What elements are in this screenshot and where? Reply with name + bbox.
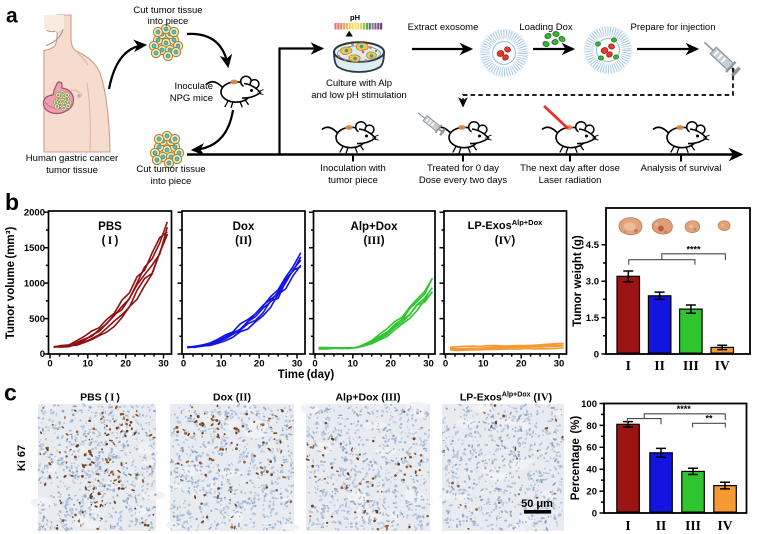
svg-text:Dose every two days: Dose every two days: [419, 175, 507, 186]
svg-text:Prepare for injection: Prepare for injection: [630, 22, 715, 33]
svg-text:Extract exosome: Extract exosome: [408, 22, 479, 33]
svg-text:II: II: [656, 518, 667, 533]
svg-text:(IV): (IV): [495, 235, 516, 247]
svg-text:30: 30: [423, 359, 434, 370]
svg-text:Dox (II): Dox (II): [213, 392, 251, 404]
svg-text:LP-ExosAlp+Dox (IV): LP-ExosAlp+Dox (IV): [460, 392, 552, 404]
svg-text:30: 30: [292, 359, 303, 370]
svg-text:0: 0: [181, 359, 186, 370]
svg-text:Human gastric cancer: Human gastric cancer: [26, 153, 118, 164]
svg-text:****: ****: [677, 404, 692, 414]
svg-text:pH: pH: [350, 13, 360, 22]
svg-text:(II): (II): [235, 235, 252, 247]
svg-text:Laser radiation: Laser radiation: [539, 175, 602, 186]
svg-text:0: 0: [47, 359, 52, 370]
svg-text:(III): (III): [363, 235, 384, 247]
svg-text:IV: IV: [717, 518, 732, 533]
svg-text:**: **: [705, 414, 713, 424]
svg-text:0: 0: [592, 508, 597, 519]
svg-text:IV: IV: [715, 358, 730, 373]
svg-text:into piece: into piece: [151, 176, 192, 187]
svg-text:40: 40: [586, 465, 597, 476]
svg-text:and low pH stimulation: and low pH stimulation: [311, 90, 407, 101]
svg-text:Time (day): Time (day): [278, 369, 335, 381]
svg-text:NPG mice: NPG mice: [170, 93, 213, 104]
svg-text:Treated for 0 day: Treated for 0 day: [427, 163, 499, 174]
svg-text:Alp+Dox (III): Alp+Dox (III): [335, 392, 400, 404]
svg-text:Inoculate: Inoculate: [174, 81, 213, 92]
svg-text:Percentage (%): Percentage (%): [570, 416, 582, 501]
svg-text:10: 10: [83, 359, 94, 370]
svg-text:1500: 1500: [24, 243, 45, 254]
svg-text:III: III: [685, 518, 701, 533]
svg-text:Alp+Dox: Alp+Dox: [351, 221, 399, 233]
svg-text:into piece: into piece: [148, 16, 189, 27]
svg-text:50 μm: 50 μm: [521, 498, 553, 510]
svg-text:500: 500: [29, 314, 45, 325]
svg-text:The next day after dose: The next day after dose: [520, 163, 620, 174]
svg-text:II: II: [654, 358, 665, 373]
svg-text:1.5: 1.5: [586, 313, 600, 324]
svg-text:Tumor weight (g): Tumor weight (g): [572, 235, 584, 327]
svg-text:20: 20: [516, 359, 527, 370]
svg-text:c: c: [4, 380, 17, 406]
svg-text:80: 80: [586, 421, 597, 432]
svg-text:4.5: 4.5: [586, 240, 600, 251]
svg-text:I: I: [625, 518, 630, 533]
svg-text:tumor piece: tumor piece: [328, 175, 378, 186]
svg-text:1000: 1000: [24, 278, 45, 289]
svg-text:Cut tumor tissue: Cut tumor tissue: [136, 164, 205, 175]
svg-text:Dox: Dox: [233, 221, 255, 233]
svg-text:3.0: 3.0: [586, 277, 599, 288]
svg-text:Cut tumor tissue: Cut tumor tissue: [133, 5, 202, 16]
svg-text:0: 0: [594, 349, 599, 360]
svg-text:0: 0: [443, 359, 448, 370]
svg-text:20: 20: [120, 359, 131, 370]
svg-text:30: 30: [158, 359, 169, 370]
svg-text:tumor tissue: tumor tissue: [46, 165, 98, 176]
svg-text:100: 100: [581, 399, 597, 410]
svg-text:Analysis of survival: Analysis of survival: [641, 163, 722, 174]
svg-text:30: 30: [554, 359, 565, 370]
svg-text:****: ****: [686, 245, 701, 255]
svg-text:2000: 2000: [24, 208, 45, 219]
svg-text:Tumor volume (mm³): Tumor volume (mm³): [5, 227, 17, 340]
svg-text:0: 0: [40, 349, 45, 360]
svg-text:Ki 67: Ki 67: [16, 445, 28, 471]
svg-text:10: 10: [216, 359, 227, 370]
svg-text:Inoculation with: Inoculation with: [320, 163, 385, 174]
svg-text:I: I: [626, 358, 631, 373]
svg-text:60: 60: [586, 443, 597, 454]
svg-text:PBS: PBS: [98, 221, 122, 233]
svg-text:b: b: [5, 189, 19, 215]
svg-text:Loading Dox: Loading Dox: [519, 22, 573, 33]
svg-text:10: 10: [478, 359, 489, 370]
svg-text:20: 20: [586, 487, 597, 498]
svg-text:PBS ( I ): PBS ( I ): [80, 392, 120, 404]
svg-text:( I ): ( I ): [102, 235, 119, 247]
svg-text:a: a: [6, 5, 18, 28]
svg-text:20: 20: [254, 359, 265, 370]
svg-text:LP-ExosAlp+Dox: LP-ExosAlp+Dox: [468, 218, 543, 232]
svg-text:III: III: [683, 358, 699, 373]
svg-text:Culture with Alp: Culture with Alp: [326, 78, 392, 89]
svg-text:0: 0: [312, 359, 317, 370]
svg-text:10: 10: [348, 359, 359, 370]
svg-text:20: 20: [385, 359, 396, 370]
